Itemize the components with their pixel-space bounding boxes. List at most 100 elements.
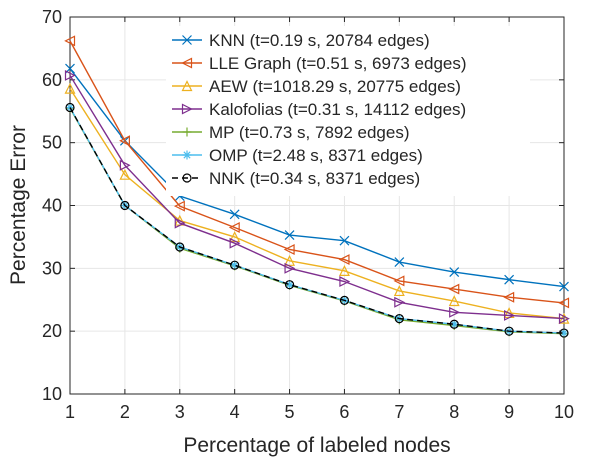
x-tick-label: 2 bbox=[120, 402, 130, 422]
data-point bbox=[559, 328, 569, 338]
series-7 bbox=[65, 102, 569, 338]
y-tick-label: 30 bbox=[42, 258, 62, 278]
legend-marker bbox=[181, 80, 193, 92]
data-point bbox=[230, 260, 240, 270]
data-point bbox=[283, 244, 295, 255]
x-tick-label: 7 bbox=[394, 402, 404, 422]
data-point bbox=[64, 69, 76, 81]
legend-label: Kalofolias (t=0.31 s, 14112 edges) bbox=[209, 100, 466, 119]
legend-marker bbox=[181, 103, 193, 115]
y-tick-label: 20 bbox=[42, 321, 62, 341]
data-point bbox=[339, 276, 351, 287]
data-point bbox=[173, 200, 185, 212]
data-point bbox=[284, 280, 295, 290]
data-point bbox=[229, 209, 240, 220]
legend-label: KNN (t=0.19 s, 20784 edges) bbox=[209, 31, 430, 50]
y-tick-label: 60 bbox=[42, 70, 62, 90]
data-point bbox=[393, 275, 405, 287]
data-point bbox=[228, 222, 240, 233]
series-line bbox=[69, 75, 565, 320]
data-point bbox=[65, 102, 75, 113]
data-point bbox=[559, 328, 569, 338]
data-point bbox=[339, 235, 350, 246]
data-point bbox=[449, 306, 461, 318]
x-axis-label: Percentage of labeled nodes bbox=[183, 434, 450, 457]
legend-entry: NNK (t=0.34 s, 8371 edges) bbox=[172, 169, 420, 188]
x-tick-label: 10 bbox=[554, 402, 574, 422]
legend-marker bbox=[182, 150, 192, 160]
data-point bbox=[449, 319, 459, 329]
data-point bbox=[64, 82, 76, 94]
y-tick-label: 50 bbox=[42, 133, 62, 153]
legend-entry: LLE Graph (t=0.51 s, 6973 edges) bbox=[172, 54, 467, 73]
data-point bbox=[119, 159, 131, 171]
legend-marker bbox=[182, 173, 192, 183]
data-point bbox=[394, 314, 404, 324]
data-point bbox=[64, 35, 76, 47]
data-point bbox=[559, 281, 569, 292]
x-tick-label: 6 bbox=[339, 402, 349, 422]
legend-marker bbox=[182, 35, 192, 45]
data-point bbox=[284, 262, 296, 274]
legend-marker bbox=[181, 57, 193, 69]
series-layer bbox=[64, 35, 570, 339]
data-point bbox=[448, 295, 460, 307]
data-point bbox=[338, 265, 350, 276]
data-point bbox=[449, 319, 459, 329]
legend-label: LLE Graph (t=0.51 s, 6973 edges) bbox=[209, 54, 467, 73]
data-point bbox=[175, 242, 185, 252]
series-line bbox=[69, 107, 565, 334]
x-tick-label: 5 bbox=[285, 402, 295, 422]
data-point bbox=[394, 296, 406, 308]
data-point bbox=[394, 257, 405, 267]
data-point bbox=[174, 217, 186, 229]
data-point bbox=[504, 309, 515, 321]
data-point bbox=[448, 283, 460, 295]
x-tick-label: 4 bbox=[230, 402, 240, 422]
series-line bbox=[69, 68, 565, 288]
data-point bbox=[120, 200, 130, 211]
plot-area-frame bbox=[69, 16, 565, 395]
data-point bbox=[339, 295, 350, 305]
data-point bbox=[558, 313, 570, 325]
data-point bbox=[119, 135, 130, 147]
data-point bbox=[393, 285, 405, 297]
series-line bbox=[69, 88, 565, 320]
y-tick-label: 10 bbox=[42, 384, 62, 404]
data-point bbox=[504, 326, 514, 336]
series-4 bbox=[64, 69, 570, 325]
legend: KNN (t=0.19 s, 20784 edges) LLE Graph (t=… bbox=[166, 26, 530, 196]
data-point bbox=[230, 260, 240, 270]
data-point bbox=[119, 168, 131, 180]
y-tick-label: 70 bbox=[42, 7, 62, 27]
y-tick-label: 40 bbox=[42, 196, 62, 216]
data-point bbox=[285, 280, 295, 290]
legend-entry: Kalofolias (t=0.31 s, 14112 edges) bbox=[172, 100, 466, 119]
legend-entry: AEW (t=1018.29 s, 20775 edges) bbox=[172, 77, 461, 96]
legend-box bbox=[166, 26, 530, 196]
legend-entry: OMP (t=2.48 s, 8371 edges) bbox=[172, 146, 423, 165]
data-point bbox=[504, 274, 515, 285]
x-tick-label: 3 bbox=[175, 402, 185, 422]
x-tick-label: 1 bbox=[65, 402, 75, 422]
data-point bbox=[449, 267, 460, 278]
data-point bbox=[229, 237, 241, 249]
data-point bbox=[558, 297, 570, 309]
series-2 bbox=[64, 35, 570, 309]
data-point bbox=[338, 254, 350, 266]
legend-label: AEW (t=1018.29 s, 20775 edges) bbox=[209, 77, 461, 96]
legend-label: NNK (t=0.34 s, 8371 edges) bbox=[209, 169, 420, 188]
legend-entry: MP (t=0.73 s, 7892 edges) bbox=[172, 123, 410, 142]
y-axis-label: Percentage Error bbox=[7, 125, 30, 285]
series-line bbox=[69, 40, 565, 304]
data-point bbox=[503, 291, 515, 303]
legend-label: OMP (t=2.48 s, 8371 edges) bbox=[209, 146, 423, 165]
x-tick-label: 9 bbox=[504, 402, 514, 422]
legend-entry: KNN (t=0.19 s, 20784 edges) bbox=[172, 31, 430, 50]
legend-marker bbox=[182, 127, 192, 137]
data-point bbox=[284, 254, 296, 266]
data-point bbox=[284, 230, 295, 240]
legend-label: MP (t=0.73 s, 7892 edges) bbox=[209, 123, 410, 142]
tick-labels: 1 2 3 4 5 6 7 8 9 10 10 20 30 40 50 60 70 bbox=[42, 7, 574, 422]
